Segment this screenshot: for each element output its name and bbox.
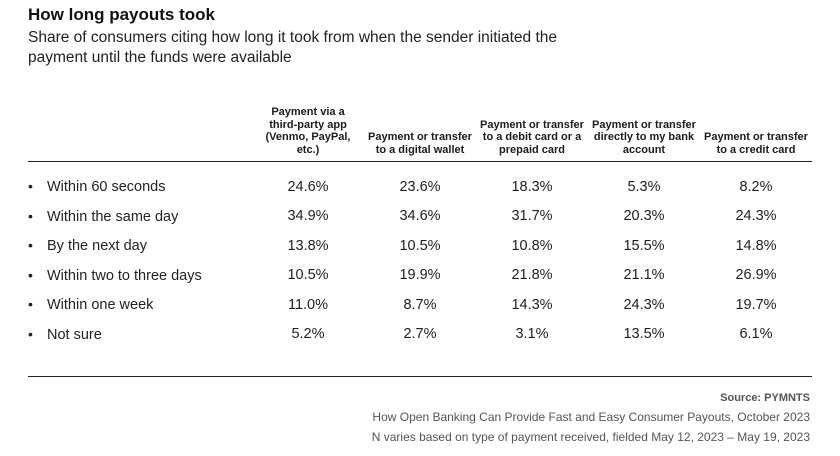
table-row: • Within two to three days 10.5% 19.9% 21.8%… (28, 261, 812, 291)
value-cell: 23.6% (399, 178, 441, 195)
value-cell: 5.2% (291, 326, 325, 343)
value-cell: 8.7% (403, 296, 437, 313)
value-cell: 19.9% (399, 267, 441, 284)
value-cell: 3.1% (515, 326, 549, 343)
value-cell: 5.3% (627, 178, 661, 195)
value-cell: 24.3% (735, 208, 777, 225)
value-cell: 8.2% (739, 178, 773, 195)
column-header-credit-card: Payment or transfer to a credit card (700, 100, 812, 162)
row-label: Within 60 seconds (47, 179, 166, 196)
row-label-cell: • By the next day (28, 231, 252, 261)
column-header-debit-card: Payment or transfer to a debit card or a… (476, 100, 588, 162)
row-label-cell: • Within one week (28, 290, 252, 320)
table-row: • By the next day 13.8% 10.5% 10.8% 15.5% 14.8… (28, 231, 812, 261)
row-label: Within the same day (47, 208, 179, 225)
value-cell: 6.1% (739, 326, 773, 343)
header-blank (28, 100, 252, 162)
value-cell: 24.3% (623, 296, 665, 313)
value-cell: 34.9% (287, 208, 329, 225)
value-cell: 11.0% (287, 296, 329, 313)
row-label: Within two to three days (47, 267, 202, 284)
chart-title: How long payouts took (28, 5, 215, 24)
bullet-icon: • (28, 237, 33, 254)
value-cell: 13.8% (287, 237, 329, 254)
value-cell: 2.7% (403, 326, 437, 343)
payout-table: Payment via a third-party app (Venmo, Pa… (28, 100, 812, 349)
value-cell: 13.5% (623, 326, 665, 343)
row-label: Not sure (47, 326, 102, 343)
source-label: Source: PYMNTS (720, 392, 810, 404)
row-label-cell: • Not sure (28, 320, 252, 350)
value-cell: 14.3% (511, 296, 553, 313)
table-body: • Within 60 seconds 24.6% 23.6% 18.3% 5.3% 8.2… (28, 162, 812, 350)
table-row: • Not sure 5.2% 2.7% 3.1% 13.5% 6.1% (28, 320, 812, 350)
value-cell: 10.8% (511, 237, 553, 254)
chart-subtitle: Share of consumers citing how long it to… (28, 29, 558, 66)
column-header-digital-wallet: Payment or transfer to a digital wallet (364, 100, 476, 162)
value-cell: 15.5% (623, 237, 665, 254)
footnote-report: How Open Banking Can Provide Fast and Ea… (372, 410, 810, 424)
row-label-cell: • Within two to three days (28, 261, 252, 291)
footnote-sample: N varies based on type of payment receiv… (371, 430, 810, 444)
column-header-bank-account: Payment or transfer directly to my bank … (588, 100, 700, 162)
bottom-rule (28, 376, 812, 377)
row-label-cell: • Within the same day (28, 202, 252, 232)
value-cell: 14.8% (735, 237, 777, 254)
value-cell: 24.6% (287, 178, 329, 195)
column-header-third-party-app: Payment via a third-party app (Venmo, Pa… (252, 100, 364, 162)
value-cell: 21.8% (511, 267, 553, 284)
bullet-icon: • (28, 178, 33, 195)
value-cell: 21.1% (623, 267, 665, 284)
table-row: • Within the same day 34.9% 34.6% 31.7% 20.3%… (28, 202, 812, 232)
value-cell: 18.3% (511, 178, 553, 195)
bullet-icon: • (28, 266, 33, 283)
table-row: • Within one week 11.0% 8.7% 14.3% 24.3% 19.7% (28, 290, 812, 320)
value-cell: 31.7% (511, 208, 553, 225)
row-label-cell: • Within 60 seconds (28, 172, 252, 202)
value-cell: 26.9% (735, 267, 777, 284)
row-label: By the next day (47, 238, 147, 255)
value-cell: 34.6% (399, 208, 441, 225)
bullet-icon: • (28, 325, 33, 342)
bullet-icon: • (28, 296, 33, 313)
value-cell: 10.5% (399, 237, 441, 254)
table-row: • Within 60 seconds 24.6% 23.6% 18.3% 5.3% 8.2… (28, 172, 812, 202)
row-label: Within one week (47, 297, 154, 314)
value-cell: 19.7% (735, 296, 777, 313)
value-cell: 10.5% (287, 267, 329, 284)
header-row: Payment via a third-party app (Venmo, Pa… (28, 100, 812, 162)
bullet-icon: • (28, 207, 33, 224)
value-cell: 20.3% (623, 208, 665, 225)
